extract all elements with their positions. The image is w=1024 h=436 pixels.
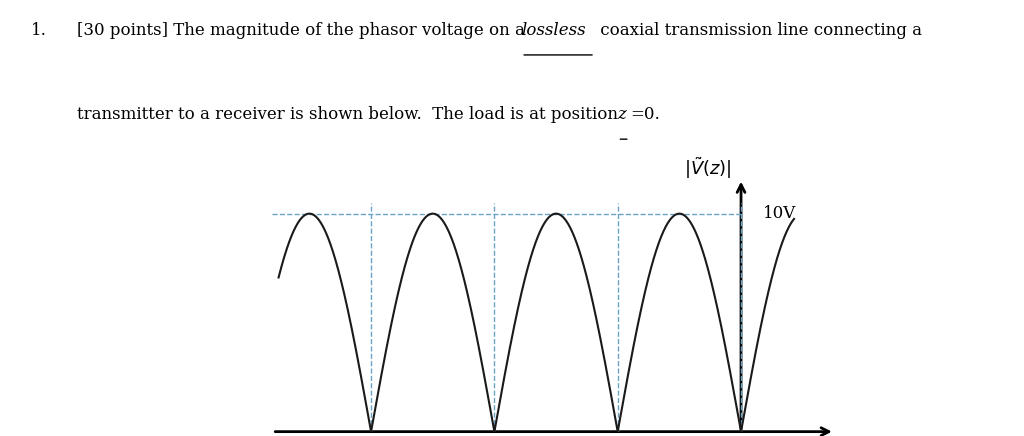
Text: 1.: 1.	[31, 22, 47, 39]
Text: lossless: lossless	[521, 22, 586, 39]
Text: coaxial transmission line connecting a: coaxial transmission line connecting a	[595, 22, 922, 39]
Text: z: z	[617, 106, 627, 123]
Text: [30 points] The magnitude of the phasor voltage on a: [30 points] The magnitude of the phasor …	[77, 22, 530, 39]
Text: transmitter to a receiver is shown below.  The load is at position: transmitter to a receiver is shown below…	[77, 106, 623, 123]
Text: $|\tilde{V}(z)|$: $|\tilde{V}(z)|$	[684, 156, 731, 181]
Text: 10V: 10V	[763, 205, 797, 222]
Text: =0.: =0.	[630, 106, 659, 123]
